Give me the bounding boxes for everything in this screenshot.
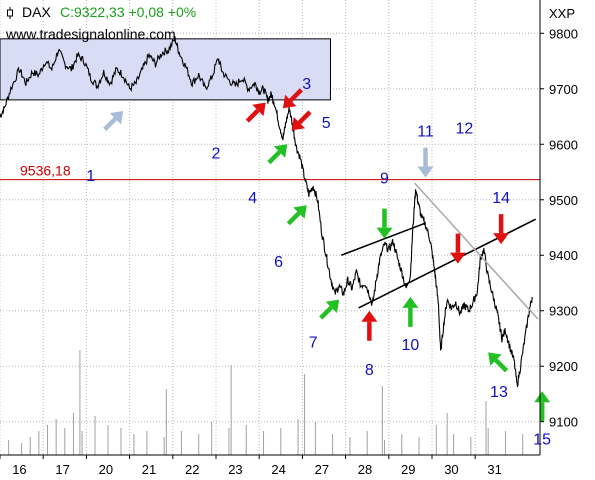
arrow-head — [534, 391, 551, 403]
arrow-label: 11 — [417, 123, 434, 140]
price-line — [0, 36, 533, 388]
x-tick-label: 30 — [444, 462, 458, 477]
candle-icon — [7, 7, 13, 19]
arrow-4: 4 — [248, 144, 288, 207]
arrow-1: 1 — [86, 110, 124, 185]
arrow-head — [449, 252, 466, 264]
arrow-label: 1 — [86, 168, 95, 185]
arrow-shaft — [245, 108, 260, 123]
currency-label: XXP — [548, 6, 575, 21]
arrow-shaft — [267, 150, 282, 165]
arrow-3: 3 — [282, 76, 311, 109]
y-tick-label: 9800 — [549, 26, 578, 41]
arrow-label: 3 — [302, 76, 311, 93]
arrow-label: 7 — [309, 334, 318, 351]
arrow-label: 8 — [365, 362, 374, 379]
arrow-12: 12 — [449, 121, 474, 264]
arrow-label: 2 — [212, 146, 221, 163]
arrow-head — [361, 310, 378, 322]
arrow-head — [493, 233, 510, 245]
trendline-gray — [414, 182, 539, 320]
arrow-shaft — [297, 110, 312, 125]
quote-readout: C:9322,33 +0,08 +0% — [60, 4, 197, 20]
y-tick-label: 9100 — [549, 415, 578, 430]
arrow-label: 10 — [402, 337, 420, 354]
y-tick-label: 9300 — [549, 304, 578, 319]
arrow-label: 6 — [274, 254, 283, 271]
x-tick-label: 21 — [142, 462, 156, 477]
y-tick-label: 9600 — [549, 137, 578, 152]
arrow-head — [488, 352, 502, 366]
y-tick-label: 9200 — [549, 359, 578, 374]
x-tick-label: 16 — [12, 462, 26, 477]
trendline-black — [340, 222, 426, 256]
arrow-14: 14 — [492, 190, 510, 245]
arrow-label: 12 — [456, 121, 474, 138]
arrow-head — [291, 116, 306, 131]
arrow-shaft — [289, 88, 303, 103]
arrow-11: 11 — [417, 123, 434, 178]
arrow-6: 6 — [274, 205, 307, 271]
volume-layer — [8, 350, 524, 455]
arrow-13: 13 — [488, 352, 509, 401]
watermark: www.tradesignalonline.com — [6, 26, 176, 42]
arrow-shaft — [319, 305, 333, 320]
arrow-head — [273, 144, 288, 158]
arrow-label: 14 — [492, 190, 510, 207]
arrow-10: 10 — [402, 296, 420, 354]
symbol-title: DAX — [22, 4, 51, 20]
arrow-head — [325, 299, 340, 314]
x-tick-label: 29 — [401, 462, 415, 477]
arrow-8: 8 — [361, 310, 378, 379]
arrow-label: 4 — [248, 190, 257, 207]
arrow-15: 15 — [533, 391, 551, 448]
resistance-label: 9536,18 — [20, 163, 71, 179]
arrow-head — [282, 94, 297, 109]
arrow-head — [417, 166, 434, 178]
x-tick-label: 31 — [487, 462, 501, 477]
arrow-head — [376, 227, 393, 239]
arrow-head — [109, 110, 124, 125]
arrow-label: 15 — [533, 431, 551, 448]
x-tick-label: 24 — [271, 462, 285, 477]
arrow-head — [252, 102, 266, 117]
x-tick-label: 22 — [185, 462, 199, 477]
y-tick-label: 9400 — [549, 248, 578, 263]
arrow-head — [293, 205, 307, 219]
arrow-shaft — [494, 358, 509, 373]
arrow-5: 5 — [291, 110, 331, 132]
arrow-label: 13 — [490, 384, 508, 401]
x-tick-label: 23 — [228, 462, 242, 477]
arrow-9: 9 — [376, 171, 393, 239]
x-tick-label: 20 — [99, 462, 113, 477]
arrow-label: 5 — [322, 115, 331, 132]
horizontal-line: 9536,18 — [0, 163, 540, 181]
arrow-head — [402, 296, 419, 308]
arrow-label: 9 — [380, 171, 389, 188]
y-tick-label: 9700 — [549, 82, 578, 97]
arrow-shaft — [103, 117, 117, 131]
x-tick-label: 28 — [358, 462, 372, 477]
arrow-7: 7 — [309, 299, 340, 351]
x-tick-label: 27 — [315, 462, 329, 477]
y-tick-label: 9500 — [549, 193, 578, 208]
x-tick-label: 17 — [55, 462, 69, 477]
price-series — [0, 36, 533, 388]
arrow-2: 2 — [212, 102, 266, 163]
arrow-shaft — [286, 211, 301, 226]
